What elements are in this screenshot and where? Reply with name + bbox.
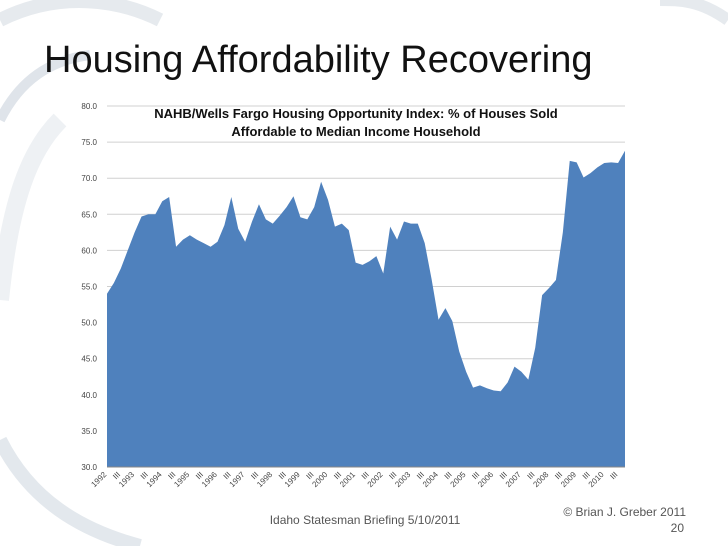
y-tick-label: 70.0: [81, 174, 97, 183]
slide-title: Housing Affordability Recovering: [44, 39, 593, 81]
x-tick-label: III: [166, 470, 177, 481]
x-tick-label: 2004: [421, 470, 440, 489]
x-tick-label: 1992: [89, 470, 108, 489]
y-tick-label: 55.0: [81, 283, 97, 292]
y-tick-label: 45.0: [81, 355, 97, 364]
x-tick-label: III: [498, 470, 509, 481]
x-tick-label: 1998: [255, 470, 274, 489]
x-tick-label: III: [470, 470, 481, 481]
x-tick-label: III: [305, 470, 316, 481]
y-tick-label: 65.0: [81, 210, 97, 219]
x-tick-label: 2009: [559, 470, 578, 489]
y-tick-label: 30.0: [81, 463, 97, 472]
x-tick-label: 2002: [366, 470, 385, 489]
y-tick-label: 80.0: [81, 102, 97, 111]
x-tick-label: 1996: [200, 470, 219, 489]
area: [107, 150, 625, 467]
x-tick-label: 2008: [531, 470, 550, 489]
x-tick-label: 1994: [145, 470, 164, 489]
copyright: © Brian J. Greber 2011: [563, 505, 686, 519]
x-tick-label: 1993: [117, 470, 136, 489]
x-tick-label: III: [194, 470, 205, 481]
x-tick-label: III: [111, 470, 122, 481]
x-tick-label: III: [332, 470, 343, 481]
x-tick-label: 2001: [338, 470, 357, 489]
x-tick-label: III: [387, 470, 398, 481]
x-tick-label: III: [415, 470, 426, 481]
x-tick-label: III: [249, 470, 260, 481]
y-tick-label: 75.0: [81, 138, 97, 147]
x-tick-label: 2000: [310, 470, 329, 489]
x-tick-label: 2006: [476, 470, 495, 489]
x-tick-label: III: [526, 470, 537, 481]
x-tick-label: 1999: [283, 470, 302, 489]
x-tick-label: III: [222, 470, 233, 481]
chart-title: Affordable to Median Income Household: [231, 124, 480, 139]
x-tick-label: III: [277, 470, 288, 481]
footer: Idaho Statesman Briefing 5/10/2011: [270, 513, 461, 527]
y-tick-label: 40.0: [81, 391, 97, 400]
x-tick-label: III: [360, 470, 371, 481]
x-tick-label: 2007: [504, 470, 523, 489]
x-tick-label: 1995: [172, 470, 191, 489]
y-tick-label: 35.0: [81, 427, 97, 436]
x-tick-label: III: [553, 470, 564, 481]
y-tick-label: 60.0: [81, 246, 97, 255]
x-tick-label: 2010: [587, 470, 606, 489]
y-tick-label: 50.0: [81, 319, 97, 328]
page-number: 20: [671, 521, 685, 535]
x-tick-label: III: [608, 470, 619, 481]
x-tick-label: III: [443, 470, 454, 481]
x-tick-label: 2003: [393, 470, 412, 489]
x-tick-label: 2005: [449, 470, 468, 489]
x-tick-label: III: [581, 470, 592, 481]
chart-title: NAHB/Wells Fargo Housing Opportunity Ind…: [154, 106, 558, 121]
x-tick-label: 1997: [228, 470, 247, 489]
x-tick-label: III: [139, 470, 150, 481]
